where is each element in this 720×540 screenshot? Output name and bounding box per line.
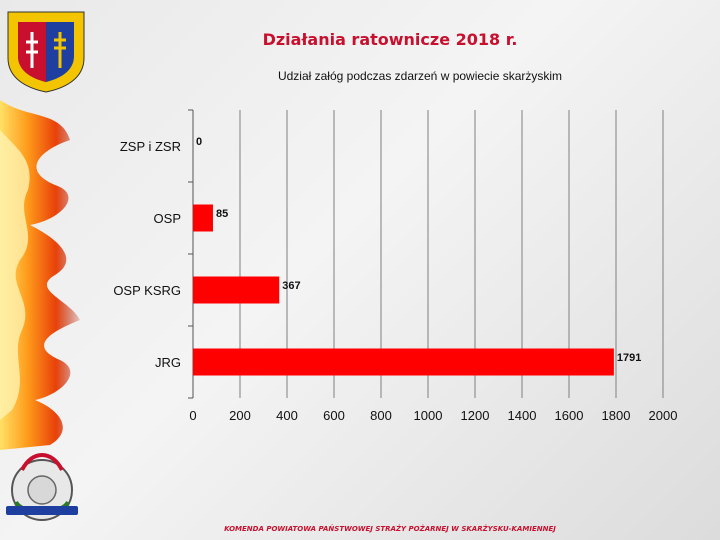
x-tick-label: 200 [229, 408, 251, 423]
bar-2 [193, 204, 213, 232]
category-label: ZSP i ZSR [120, 139, 181, 154]
value-label: 367 [282, 280, 300, 292]
x-tick-label: 1800 [602, 408, 631, 423]
x-tick-label: 800 [370, 408, 392, 423]
x-tick-label: 400 [276, 408, 298, 423]
value-label: 85 [216, 208, 228, 220]
bar-4 [193, 348, 614, 376]
x-tick-label: 600 [323, 408, 345, 423]
x-tick-label: 1200 [461, 408, 490, 423]
bar-3 [193, 276, 280, 304]
x-tick-label: 1000 [414, 408, 443, 423]
category-label: OSP KSRG [113, 283, 181, 298]
value-label: 1791 [617, 352, 641, 364]
category-label: OSP [154, 211, 181, 226]
chart-title: Udział załóg podczas zdarzeń w powiecie … [277, 69, 563, 83]
flame-decoration [0, 100, 80, 450]
category-label: JRG [155, 355, 181, 370]
value-label: 0 [196, 136, 202, 148]
x-tick-label: 2000 [649, 408, 678, 423]
slide-title: Działania ratownicze 2018 r. [262, 30, 518, 49]
x-tick-label: 1400 [508, 408, 537, 423]
psp-emblem-icon [6, 453, 78, 521]
coat-of-arms-icon [7, 11, 85, 93]
x-tick-label: 0 [189, 408, 196, 423]
x-tick-label: 1600 [555, 408, 584, 423]
footer-text: KOMENDA POWIATOWA PAŃSTWOWEJ STRAŻY POŻA… [224, 525, 556, 533]
